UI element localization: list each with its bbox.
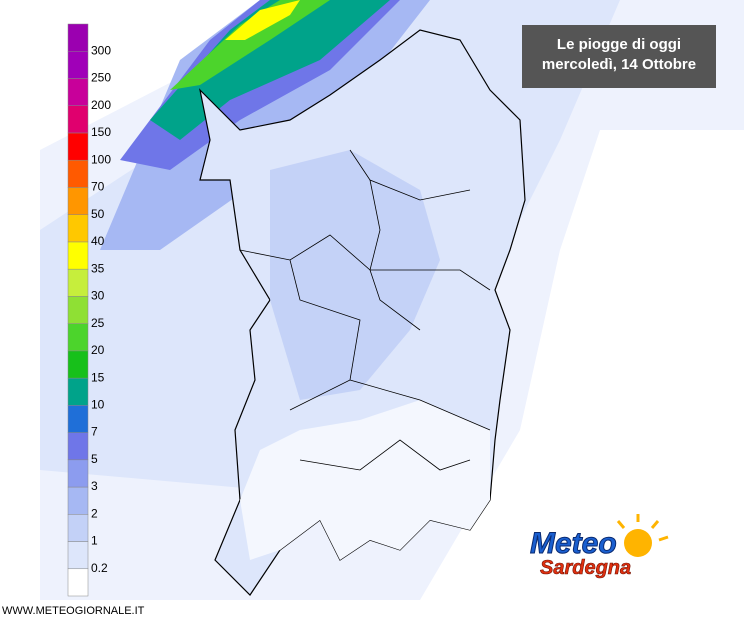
legend-label: 15 [91,370,105,384]
title-line: mercoledì, 14 Ottobre [542,56,696,73]
legend-label: 0.2 [91,561,108,575]
legend-label: 30 [91,289,105,303]
legend-swatch [67,159,89,188]
legend-swatch [67,78,89,106]
legend-label: 20 [91,343,105,357]
legend-swatch [67,241,89,270]
legend-label: 40 [91,234,105,248]
legend-label: 150 [91,125,111,139]
legend-label: 1 [91,534,98,548]
rain-band [225,0,300,40]
legend-swatch [67,214,89,243]
legend-label: 250 [91,71,111,85]
legend: 0.21235710152025303540507010015020025030… [67,23,111,597]
legend-swatch [67,405,89,433]
title: Le piogge di oggi mercoledì, 14 Ottobre [542,36,696,73]
legend-label: 35 [91,261,105,275]
legend-label: 10 [91,398,105,412]
watermark: WWW.METEOGIORNALE.IT [2,605,145,617]
logo-text: Meteo [530,527,617,560]
legend-label: 100 [91,152,111,166]
legend-label: 70 [91,180,105,194]
legend-swatch [67,541,89,570]
legend-swatch [67,187,89,215]
rain-band [170,0,330,90]
legend-label: 7 [91,425,98,439]
logo: Meteo Sardegna [530,514,669,579]
legend-label: 25 [91,316,105,330]
dry-area [240,400,490,560]
title-box [522,25,716,88]
legend-swatch [67,514,89,542]
legend-swatch [67,268,89,297]
legend-swatch [67,323,89,352]
province-border [239,149,491,471]
legend-swatch [67,132,89,161]
logo-text: Sardegna [540,557,631,579]
legend-label: 300 [91,43,111,57]
legend-swatch [67,432,89,461]
legend-swatch [67,296,89,324]
legend-swatch [67,23,89,52]
rain-area [270,150,440,400]
legend-label: 3 [91,479,98,493]
legend-swatch [67,568,89,597]
legend-swatch [67,486,89,515]
legend-label: 5 [91,452,98,466]
title-line: Le piogge di oggi [557,36,681,53]
sun-rays [616,514,669,542]
sun [624,529,652,557]
legend-swatch [67,50,89,79]
legend-label: 200 [91,98,111,112]
legend-label: 50 [91,207,105,221]
legend-swatch [67,377,89,406]
legend-label: 2 [91,506,98,520]
legend-swatch [67,459,89,488]
legend-swatch [67,350,89,379]
legend-swatch [67,105,89,134]
